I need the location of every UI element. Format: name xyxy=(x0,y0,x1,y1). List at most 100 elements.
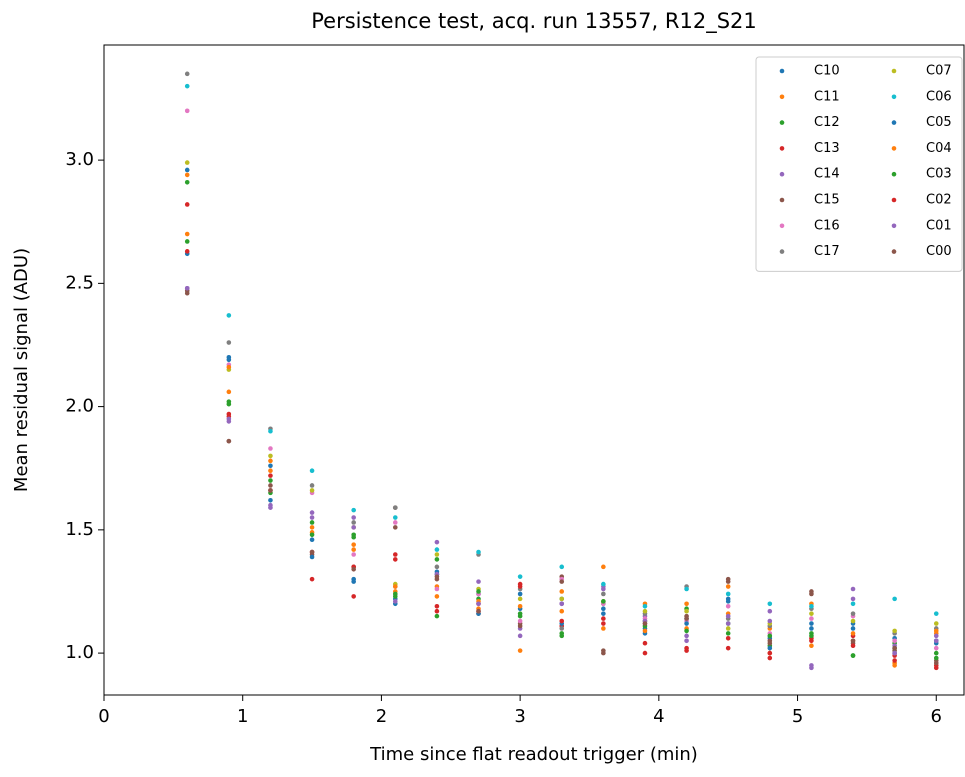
data-point xyxy=(517,596,523,602)
data-point xyxy=(268,468,273,473)
data-point xyxy=(517,623,523,629)
legend-marker xyxy=(779,120,785,125)
data-point xyxy=(767,601,773,607)
legend-label: C06 xyxy=(926,89,952,104)
data-point xyxy=(725,631,731,636)
data-point xyxy=(809,663,814,668)
data-point xyxy=(268,463,273,469)
data-point xyxy=(684,601,689,607)
data-point xyxy=(559,596,565,602)
x-tick-label: 4 xyxy=(653,706,664,727)
data-point xyxy=(809,633,814,639)
data-point xyxy=(517,648,523,653)
legend-label: C17 xyxy=(814,244,840,259)
data-point xyxy=(559,564,565,570)
data-point xyxy=(517,633,523,639)
y-tick-label: 2.5 xyxy=(65,272,94,293)
data-point xyxy=(226,313,232,318)
data-point xyxy=(517,611,523,616)
data-point xyxy=(559,608,565,614)
data-point xyxy=(392,557,398,562)
data-point xyxy=(642,640,648,646)
y-tick-label: 2.0 xyxy=(65,396,94,417)
data-point xyxy=(850,618,856,624)
data-point xyxy=(767,608,773,614)
data-point xyxy=(309,520,315,525)
data-point xyxy=(601,564,606,570)
legend-marker xyxy=(779,146,785,151)
data-point xyxy=(601,616,606,621)
y-axis-label: Mean residual signal (ADU) xyxy=(11,248,32,492)
data-point xyxy=(933,638,939,644)
legend-marker xyxy=(891,120,897,125)
data-point xyxy=(434,574,440,579)
data-point xyxy=(601,626,606,631)
data-point xyxy=(434,547,440,552)
legend-marker xyxy=(891,171,897,177)
data-point xyxy=(268,458,273,464)
data-point xyxy=(184,160,190,165)
data-point xyxy=(892,650,897,656)
data-point xyxy=(642,650,648,656)
legend-label: C07 xyxy=(926,64,952,79)
legend: C10 C11 C12 C13 C14 C15 C16 C17 C07 C06 C05 C04 C03 C… xyxy=(755,56,963,272)
data-point xyxy=(184,172,190,178)
data-point xyxy=(892,638,897,644)
y-tick-label: 1.0 xyxy=(65,642,94,663)
legend-label: C03 xyxy=(926,167,952,182)
data-point xyxy=(725,626,731,631)
data-point xyxy=(684,621,689,626)
data-point xyxy=(767,638,773,644)
data-point xyxy=(309,515,315,520)
data-point xyxy=(725,621,731,626)
data-point xyxy=(351,542,356,547)
data-point xyxy=(309,510,315,515)
data-point xyxy=(725,645,731,651)
data-point xyxy=(351,552,356,557)
data-point xyxy=(892,628,897,634)
data-point xyxy=(268,446,273,451)
data-point xyxy=(476,579,481,584)
data-point xyxy=(184,71,190,77)
data-point xyxy=(684,608,689,614)
data-point xyxy=(517,584,523,589)
data-point xyxy=(809,626,814,631)
legend-marker xyxy=(779,197,785,203)
data-point xyxy=(184,285,190,291)
data-point xyxy=(684,648,689,653)
data-point xyxy=(392,525,398,530)
data-point xyxy=(933,650,939,656)
data-point xyxy=(850,626,856,631)
data-point xyxy=(268,478,273,483)
data-point xyxy=(226,364,232,370)
data-point xyxy=(850,586,856,592)
data-point xyxy=(309,483,315,488)
data-point xyxy=(642,603,648,609)
data-point xyxy=(476,589,481,594)
data-point xyxy=(767,633,773,639)
data-point xyxy=(351,547,356,552)
data-point xyxy=(184,290,190,296)
data-point xyxy=(601,650,606,656)
data-point xyxy=(184,167,190,173)
legend-label: C04 xyxy=(926,141,952,156)
x-tick-label: 1 xyxy=(237,706,248,727)
data-point xyxy=(559,633,565,639)
data-point xyxy=(933,645,939,651)
plot-frame xyxy=(103,44,965,696)
data-point xyxy=(226,357,232,363)
data-point xyxy=(268,428,273,434)
data-point xyxy=(684,638,689,644)
data-point xyxy=(809,603,814,609)
data-point xyxy=(351,525,356,530)
data-point xyxy=(933,611,939,616)
x-tick-label: 6 xyxy=(931,706,942,727)
x-tick-label: 3 xyxy=(514,706,525,727)
data-point xyxy=(184,249,190,254)
data-point xyxy=(434,586,440,592)
data-point xyxy=(351,579,356,584)
data-point xyxy=(184,239,190,244)
data-point xyxy=(601,581,606,587)
data-point xyxy=(933,621,939,626)
